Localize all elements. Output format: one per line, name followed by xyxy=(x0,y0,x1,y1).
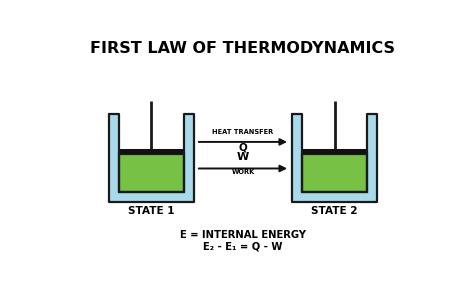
Bar xyxy=(118,149,184,154)
Bar xyxy=(367,114,377,202)
Bar xyxy=(292,192,377,202)
Text: E = INTERNAL ENERGY: E = INTERNAL ENERGY xyxy=(180,230,306,240)
Bar xyxy=(183,114,194,202)
Bar xyxy=(109,114,119,202)
Text: W: W xyxy=(237,152,249,161)
Bar xyxy=(119,154,183,192)
Bar xyxy=(119,154,183,192)
Bar xyxy=(302,154,367,192)
Bar xyxy=(301,149,368,154)
Text: HEAT TRANSFER: HEAT TRANSFER xyxy=(212,129,273,135)
Bar xyxy=(119,114,183,192)
Bar xyxy=(109,192,194,202)
Text: STATE 2: STATE 2 xyxy=(311,206,358,216)
Bar xyxy=(292,114,302,202)
Bar xyxy=(302,154,367,192)
Text: E₂ - E₁ = Q - W: E₂ - E₁ = Q - W xyxy=(203,241,283,251)
Text: Q: Q xyxy=(238,143,247,153)
Text: WORK: WORK xyxy=(231,169,255,175)
Text: STATE 1: STATE 1 xyxy=(128,206,174,216)
Text: FIRST LAW OF THERMODYNAMICS: FIRST LAW OF THERMODYNAMICS xyxy=(91,41,395,56)
Bar xyxy=(302,114,367,192)
